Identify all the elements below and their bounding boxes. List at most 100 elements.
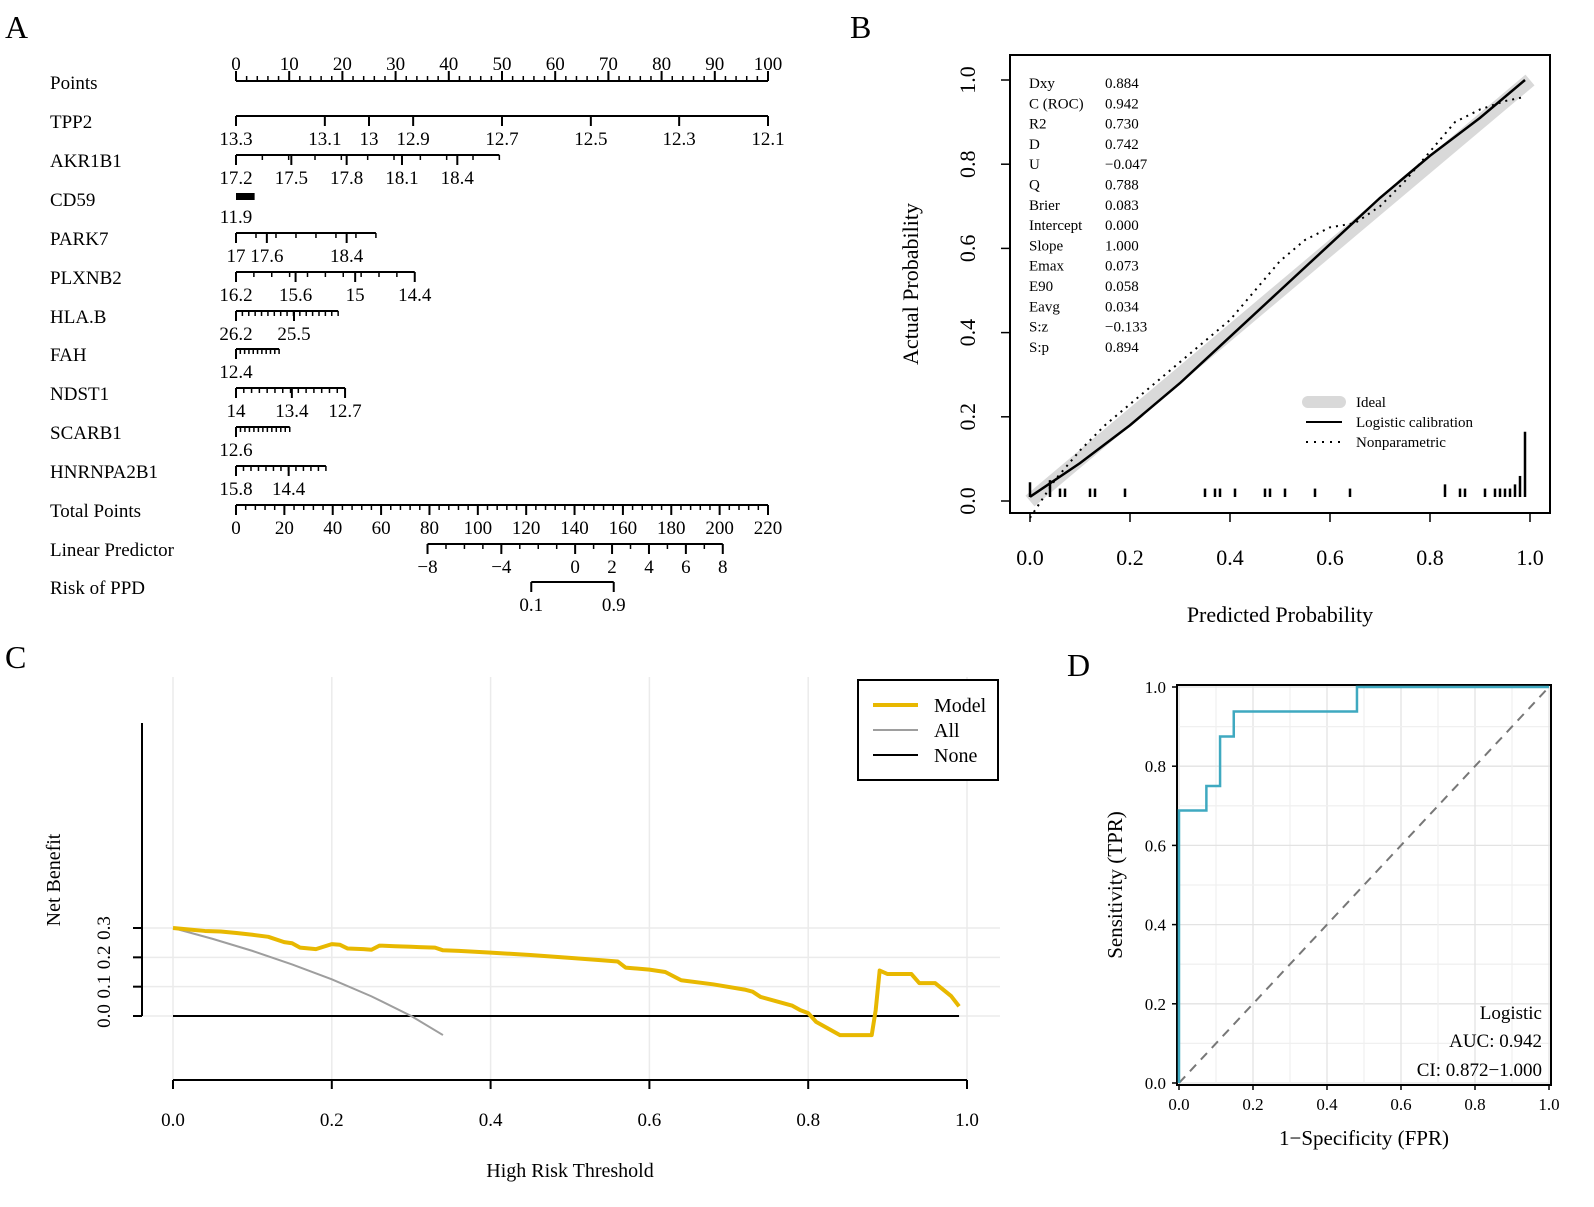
panel-d-ylabel: Sensitivity (TPR) — [1103, 811, 1127, 959]
nomogram-tick-label: 13.1 — [308, 129, 341, 150]
stat-label: Eavg — [1029, 299, 1060, 315]
stat-value: −0.047 — [1105, 157, 1148, 173]
c-x-tick-label: 0.6 — [638, 1110, 662, 1131]
legend-ideal-label: Ideal — [1356, 395, 1386, 411]
panel-d-letter: D — [1067, 647, 1090, 683]
nomogram-row-label: PLXNB2 — [50, 268, 122, 289]
legend-all-label: All — [934, 720, 960, 742]
b-y-tick-label: 0.4 — [955, 319, 980, 347]
legend-model-label: Model — [934, 695, 987, 717]
nomogram-tick-label: 18.4 — [330, 246, 364, 267]
stat-label: Emax — [1029, 259, 1064, 275]
nomogram-tick-label: 14 — [227, 401, 247, 422]
panel-a-letter: A — [5, 9, 28, 45]
nomogram-tick-label: 2 — [607, 557, 617, 578]
d-y-tick-label: 0.6 — [1145, 836, 1166, 855]
nomogram-tick-label: 90 — [705, 54, 724, 75]
nomogram-tick-label: 140 — [560, 518, 589, 539]
nomogram-row-label: CD59 — [50, 190, 95, 211]
nomogram-row-label: TPP2 — [50, 112, 92, 133]
d-x-tick-label: 0.2 — [1242, 1095, 1263, 1114]
stat-value: 0.058 — [1105, 279, 1139, 295]
nomogram-tick-label: 13.4 — [275, 401, 309, 422]
nomogram-tick-label: 60 — [546, 54, 565, 75]
nomogram-tick-label: 12.5 — [574, 129, 607, 150]
nomogram-tick-label: 12.7 — [485, 129, 518, 150]
nomogram-tick-label: 4 — [644, 557, 654, 578]
nomogram-tick-label: 20 — [275, 518, 294, 539]
nomogram-tick-label: 18.4 — [441, 168, 475, 189]
legend-nonparametric-label: Nonparametric — [1356, 435, 1446, 451]
d-y-tick-label: 0.8 — [1145, 757, 1166, 776]
nomogram-tick-label: 0.1 — [519, 595, 543, 616]
nomogram-tick-label: 120 — [512, 518, 541, 539]
nomogram-row-label: AKR1B1 — [50, 151, 122, 172]
nomogram-tick-label: 40 — [439, 54, 458, 75]
stat-label: E90 — [1029, 279, 1053, 295]
nomogram-tick-label: 100 — [464, 518, 493, 539]
d-x-tick-label: 0.6 — [1390, 1095, 1411, 1114]
nomogram-tick-label: 15.8 — [219, 479, 252, 500]
panel-c-letter: C — [5, 639, 26, 675]
nomogram-tick-label: 25.5 — [277, 324, 310, 345]
nomogram-tick-label: 0 — [231, 54, 241, 75]
nomogram-tick-label: 14.4 — [272, 479, 306, 500]
all-line — [172, 927, 444, 1036]
stat-value: 0.083 — [1105, 198, 1139, 214]
roc-legend-title: Logistic — [1480, 1003, 1542, 1024]
nomogram-tick-label: 0 — [570, 557, 580, 578]
c-x-tick-label: 0.0 — [161, 1110, 185, 1131]
nomogram-tick-label: 17 — [227, 246, 246, 267]
nomogram-tick-label: −4 — [491, 557, 512, 578]
nomogram-tick-label: 26.2 — [219, 324, 252, 345]
stat-label: Brier — [1029, 198, 1060, 214]
auc-label: AUC: 0.942 — [1449, 1031, 1542, 1052]
d-x-tick-label: 1.0 — [1538, 1095, 1559, 1114]
c-y-tick-label: 0.0 — [94, 1004, 115, 1028]
panel-c-legend: Model All None — [857, 679, 999, 781]
stat-value: 0.788 — [1105, 178, 1139, 194]
b-y-tick-label: 1.0 — [955, 66, 980, 94]
b-y-tick-label: 0.6 — [955, 235, 980, 263]
nomogram-tick-label: 80 — [652, 54, 671, 75]
d-y-tick-label: 1.0 — [1145, 678, 1166, 697]
stat-label: Intercept — [1029, 218, 1083, 234]
stat-value: 0.730 — [1105, 117, 1139, 133]
nomogram-row-label: FAH — [50, 345, 87, 366]
stat-label: Q — [1029, 178, 1040, 194]
b-x-tick-label: 0.6 — [1316, 545, 1344, 570]
nomogram-tick-label: 17.2 — [219, 168, 252, 189]
nomogram-row-label: Points — [50, 73, 98, 94]
d-x-tick-label: 0.4 — [1316, 1095, 1338, 1114]
b-y-tick-label: 0.2 — [955, 403, 980, 431]
panel-c-decision-curve: C 0.0 0.2 0.4 0.6 0.8 1.0 0.0 0.1 0.2 0.3 High R… — [5, 639, 1000, 1182]
d-y-tick-label: 0.0 — [1145, 1074, 1166, 1093]
nomogram-tick-label: 13.3 — [219, 129, 252, 150]
b-x-tick-label: 0.8 — [1416, 545, 1444, 570]
stat-value: 0.942 — [1105, 96, 1139, 112]
c-y-tick-label: 0.2 — [94, 945, 115, 969]
panel-b-letter: B — [850, 9, 871, 45]
b-y-tick-label: 0.8 — [955, 150, 980, 178]
stat-value: 0.742 — [1105, 137, 1139, 153]
nomogram-tick-label: 12.3 — [663, 129, 696, 150]
stat-label: Dxy — [1029, 76, 1055, 92]
nomogram-tick-label: 50 — [493, 54, 512, 75]
legend-logistic-label: Logistic calibration — [1356, 415, 1474, 431]
ci-label: CI: 0.872−1.000 — [1417, 1060, 1542, 1081]
nomogram-tick-label: 60 — [372, 518, 391, 539]
c-y-tick-label: 0.1 — [94, 975, 115, 999]
panel-b-xlabel: Predicted Probability — [1187, 602, 1373, 627]
d-x-tick-label: 0.8 — [1464, 1095, 1485, 1114]
nomogram-tick-label: 220 — [754, 518, 783, 539]
nomogram-row-label: Total Points — [50, 501, 141, 522]
stat-value: −0.133 — [1105, 320, 1147, 336]
stat-label: S:p — [1029, 340, 1049, 356]
nomogram-tick-label: 12.1 — [751, 129, 784, 150]
nomogram-row-label: NDST1 — [50, 384, 109, 405]
nomogram-row-label: HNRNPA2B1 — [50, 462, 158, 483]
nomogram-tick-label: 160 — [609, 518, 638, 539]
d-y-tick-label: 0.4 — [1145, 916, 1167, 935]
